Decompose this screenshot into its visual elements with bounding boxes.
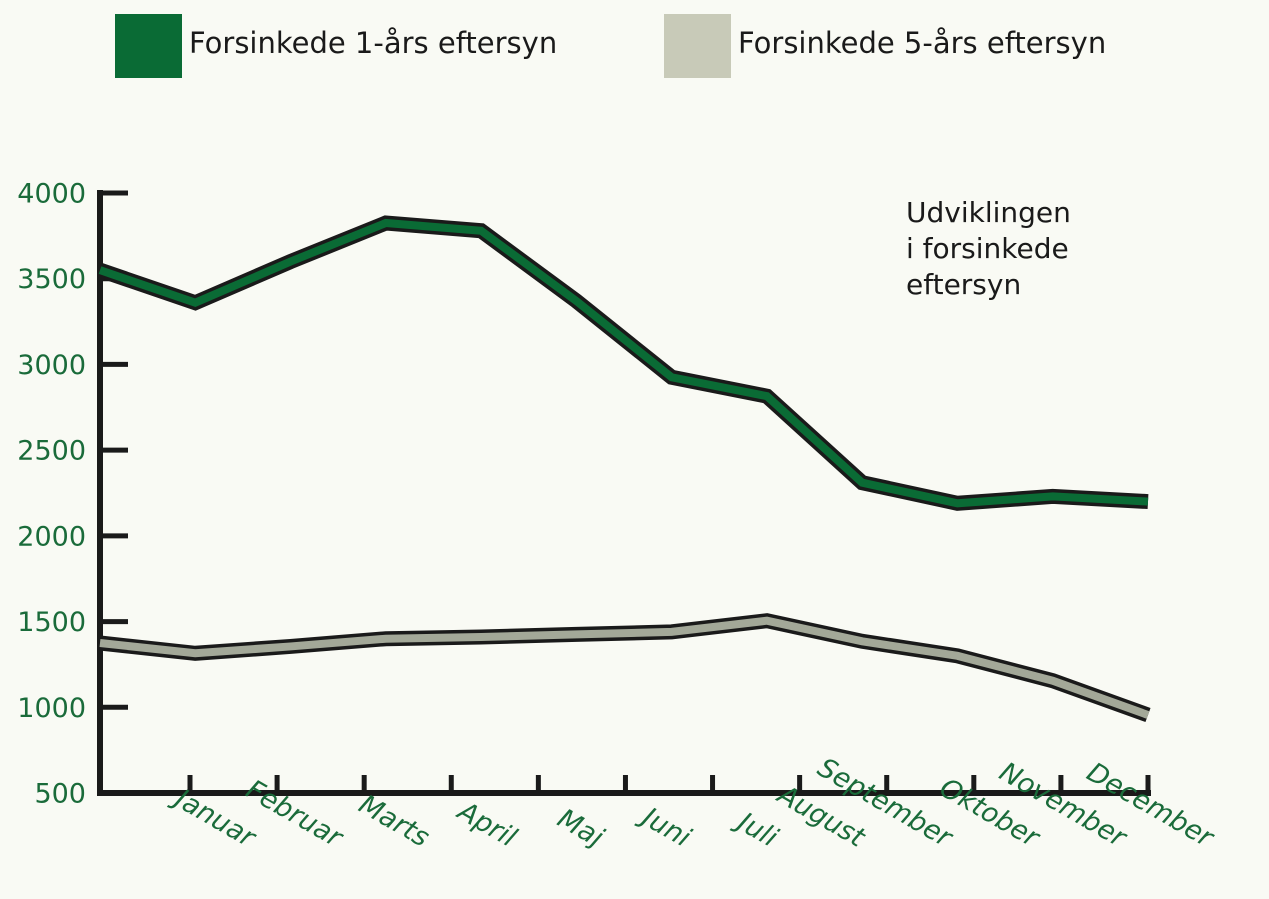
- x-tick-label: Juni: [633, 799, 696, 853]
- annotation: eftersyn: [906, 268, 1021, 301]
- annotation: i forsinkede: [906, 232, 1069, 265]
- y-tick-label: 500: [34, 779, 86, 810]
- y-tick-label: 3500: [17, 264, 86, 295]
- line: [99, 616, 1150, 719]
- line: [98, 218, 1149, 508]
- y-tick-label: 1500: [17, 607, 86, 638]
- x-tick-label: Juli: [728, 804, 783, 854]
- annotation: Udviklingen: [906, 196, 1071, 229]
- x-tick-label: Februar: [241, 774, 349, 854]
- x-tick-label: Maj: [552, 803, 609, 854]
- y-tick-label: 1000: [17, 693, 86, 724]
- y-tick-label: 2500: [17, 436, 86, 467]
- x-tick-label: Marts: [353, 789, 434, 854]
- y-tick-label: 2000: [17, 521, 86, 552]
- y-tick-label: 4000: [17, 179, 86, 210]
- line-outline: [97, 215, 1149, 511]
- legend-swatch: [115, 14, 182, 78]
- legend-label: Forsinkede 5-års eftersyn: [738, 26, 1106, 60]
- legend-swatch: [664, 14, 731, 78]
- legend-label: Forsinkede 1-års eftersyn: [189, 26, 557, 60]
- y-tick-label: 3000: [17, 350, 86, 381]
- x-tick-label: April: [451, 795, 522, 854]
